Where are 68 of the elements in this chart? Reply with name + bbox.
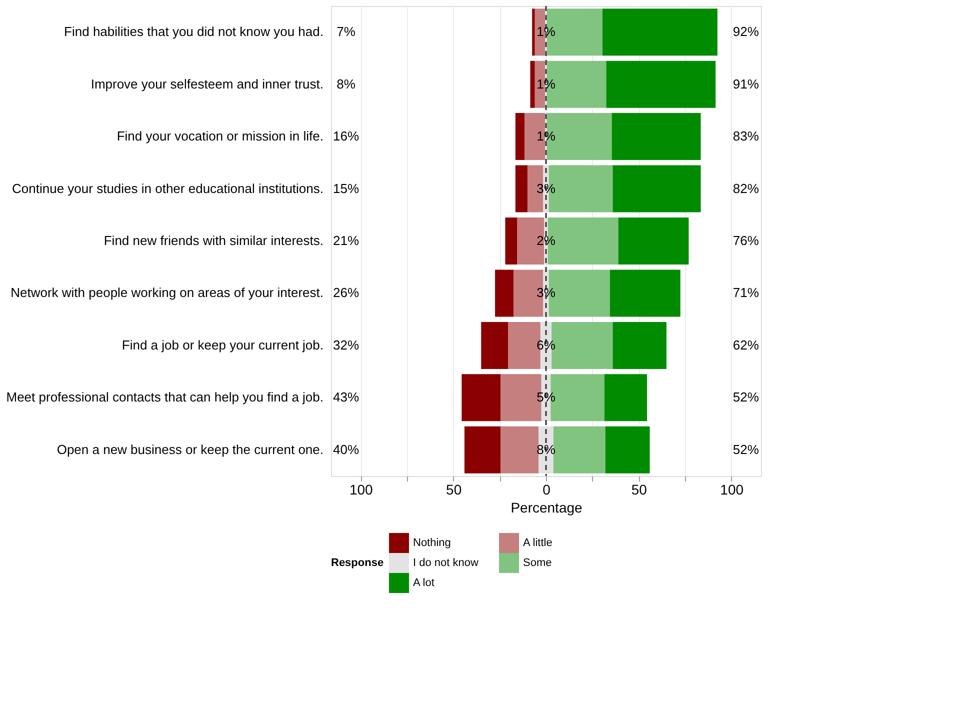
bar xyxy=(495,270,514,317)
bar xyxy=(532,8,535,56)
y-tick-label: Find new friends with similar interests. xyxy=(104,233,324,248)
x-tick-label: 100 xyxy=(349,482,374,498)
bar xyxy=(610,270,680,317)
y-tick-label: Find habilities that you did not know you had. xyxy=(64,24,324,40)
y-tick-label: Open a new business or keep the current one. xyxy=(56,442,324,457)
bar xyxy=(481,322,508,369)
legend-label: I do not know xyxy=(413,557,478,569)
data-label: 8% xyxy=(536,442,556,457)
annotation: 91% xyxy=(732,76,760,92)
y-tick-label: Network with people working on areas of your interest. xyxy=(10,285,324,300)
bar xyxy=(612,113,701,160)
bar xyxy=(618,218,689,264)
legend-label: A lot xyxy=(413,577,434,589)
annotation: 43% xyxy=(333,390,360,405)
data-label: 3% xyxy=(536,180,556,196)
x-axis-title: Percentage xyxy=(510,500,583,516)
x-tick-label: 50 xyxy=(446,482,462,498)
annotation: 52% xyxy=(732,390,760,405)
annotation: 7% xyxy=(336,24,356,40)
data-label: 1% xyxy=(536,24,556,40)
annotation: 40% xyxy=(333,442,360,457)
bar xyxy=(462,374,501,422)
y-tick-label: Continue your studies in other educational institutions. xyxy=(12,180,324,196)
bar xyxy=(515,165,528,212)
bar xyxy=(612,165,701,212)
data-label: 3% xyxy=(536,285,556,300)
bar xyxy=(605,426,650,474)
x-tick-label: 100 xyxy=(720,482,744,498)
annotation: 26% xyxy=(333,285,360,300)
bar xyxy=(553,426,606,474)
annotation: 76% xyxy=(732,233,760,248)
bar xyxy=(500,426,539,474)
annotation: 32% xyxy=(333,337,360,352)
y-tick-label: Find a job or keep your current job. xyxy=(122,337,324,352)
annotation: 16% xyxy=(333,128,360,144)
data-label: 5% xyxy=(536,390,556,405)
annotation: 92% xyxy=(732,24,760,40)
x-tick-label: 0 xyxy=(542,482,551,498)
annotation: 15% xyxy=(333,180,360,196)
legend-label: A little xyxy=(523,537,552,549)
data-label: 1% xyxy=(536,76,556,92)
annotation: 21% xyxy=(333,233,360,248)
annotation: 8% xyxy=(336,76,356,92)
y-tick-label: Meet professional contacts that can help you find a job. xyxy=(6,390,324,405)
bar xyxy=(530,60,535,108)
legend-label: Nothing xyxy=(413,537,451,549)
y-tick-label: Improve your selfesteem and inner trust. xyxy=(90,76,324,92)
annotation: 71% xyxy=(732,285,760,300)
bar xyxy=(505,218,518,264)
annotation: 62% xyxy=(732,337,760,352)
annotation: 83% xyxy=(732,128,760,144)
bar xyxy=(602,8,718,56)
bar xyxy=(612,322,666,369)
data-label: 6% xyxy=(536,337,556,352)
annotation: 82% xyxy=(732,180,760,196)
annotation: 52% xyxy=(732,442,760,457)
bar xyxy=(464,426,501,474)
bar xyxy=(604,374,648,422)
y-tick-label: Find your vocation or mission in life. xyxy=(116,128,324,144)
data-label: 2% xyxy=(536,233,556,248)
data-label: 1% xyxy=(536,128,556,144)
bar xyxy=(606,60,716,108)
legend-title: Response xyxy=(331,557,384,569)
x-tick-label: 50 xyxy=(631,482,648,498)
bar xyxy=(515,113,525,160)
legend-label: Some xyxy=(523,557,552,569)
